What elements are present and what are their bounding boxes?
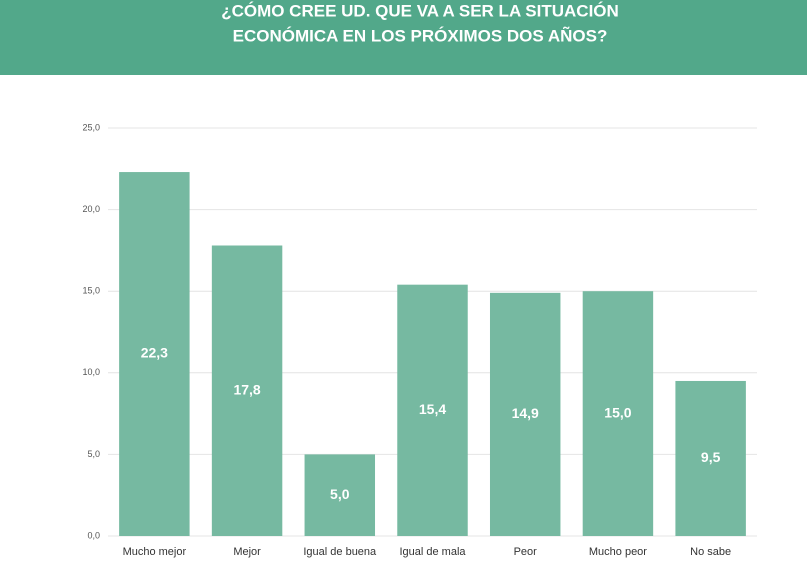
bar: [304, 454, 376, 536]
header-banner: [0, 0, 807, 75]
x-tick-label: Igual de mala: [399, 546, 466, 558]
bar: [211, 245, 283, 536]
bar: [675, 380, 746, 536]
value-label: 15,4: [419, 401, 446, 417]
x-tick-label: No sabe: [690, 546, 731, 558]
chart-title: ECONÓMICA EN LOS PRÓXIMOS DOS AÑOS?: [233, 25, 608, 45]
chart-title: ¿CÓMO CREE UD. QUE VA A SER LA SITUACIÓN: [221, 1, 619, 20]
y-tick-label: 25,0: [82, 122, 100, 132]
y-tick-label: 20,0: [82, 204, 100, 214]
x-tick-label: Igual de buena: [303, 546, 377, 558]
x-tick-label: Mucho peor: [589, 546, 647, 558]
bar: [582, 291, 654, 536]
y-tick-label: 15,0: [82, 286, 100, 296]
y-tick-label: 5,0: [87, 449, 100, 459]
x-tick-label: Mucho mejor: [123, 546, 187, 558]
bar: [119, 172, 190, 536]
x-tick-label: Peor: [514, 546, 538, 558]
value-label: 17,8: [233, 381, 260, 397]
bar: [489, 292, 561, 536]
value-label: 14,9: [512, 405, 539, 421]
value-label: 5,0: [330, 486, 350, 502]
y-tick-label: 10,0: [82, 367, 100, 377]
x-tick-label: Mejor: [233, 546, 261, 558]
y-tick-label: 0,0: [87, 530, 100, 540]
value-label: 15,0: [604, 404, 631, 420]
value-label: 9,5: [701, 449, 721, 465]
value-label: 22,3: [141, 345, 168, 361]
bar: [397, 284, 468, 536]
